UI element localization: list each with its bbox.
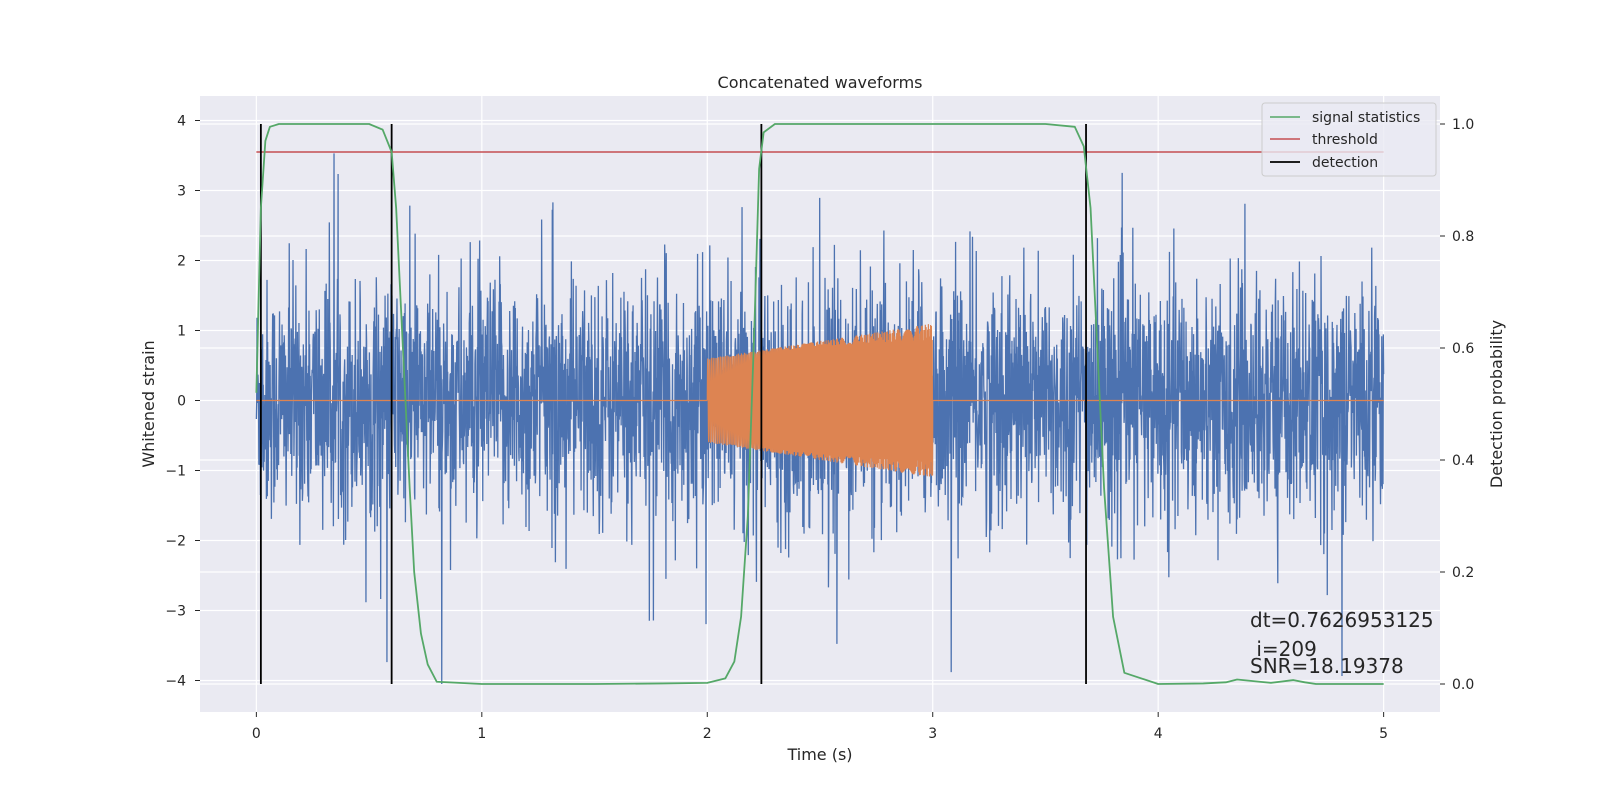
legend-label-detection: detection bbox=[1312, 155, 1378, 171]
y-right-tick-label: 1.0 bbox=[1452, 117, 1474, 133]
legend-label-threshold: threshold bbox=[1312, 132, 1378, 148]
y-axis-right-label: Detection probability bbox=[1487, 320, 1506, 488]
y-right-tick-label: 0.2 bbox=[1452, 565, 1474, 581]
x-axis-label: Time (s) bbox=[786, 745, 852, 764]
legend: signal statistics threshold detection bbox=[1261, 102, 1437, 177]
y-right-tick-label: 0.4 bbox=[1452, 453, 1474, 469]
x-tick-label: 0 bbox=[252, 726, 261, 742]
x-tick-label: 5 bbox=[1379, 726, 1388, 742]
x-axis-ticks: 0 1 2 3 4 5 bbox=[252, 712, 1388, 742]
y-left-tick-label: −2 bbox=[165, 534, 186, 550]
legend-box bbox=[1261, 102, 1437, 177]
annotation-i: i=209 bbox=[1250, 637, 1317, 661]
x-tick-label: 3 bbox=[928, 726, 937, 742]
signal-statistics-line bbox=[255, 123, 1384, 685]
x-tick-label: 4 bbox=[1154, 726, 1163, 742]
data-layer bbox=[255, 123, 1385, 685]
y-right-tick-label: 0.0 bbox=[1452, 677, 1474, 693]
y-left-tick-label: 2 bbox=[177, 254, 186, 270]
y-left-tick-label: 0 bbox=[177, 394, 186, 410]
injection-line bbox=[256, 324, 1384, 477]
chart-title: Concatenated waveforms bbox=[718, 73, 923, 92]
legend-label-signal-statistics: signal statistics bbox=[1312, 110, 1420, 126]
annotation-dt: dt=0.7626953125 bbox=[1250, 608, 1434, 632]
x-tick-label: 1 bbox=[477, 726, 486, 742]
y-left-tick-label: −3 bbox=[165, 604, 186, 620]
y-left-tick-label: 1 bbox=[177, 324, 186, 340]
annotation-snr: SNR=18.19378 bbox=[1250, 654, 1404, 678]
y-left-tick-label: 3 bbox=[177, 184, 186, 200]
y-axis-left-ticks: −4 −3 −2 −1 0 1 2 3 4 bbox=[165, 114, 200, 690]
x-tick-label: 2 bbox=[703, 726, 712, 742]
annotation: dt=0.7626953125 i=209 SNR=18.19378 bbox=[1250, 608, 1434, 678]
y-axis-left-label: Whitened strain bbox=[139, 340, 158, 467]
y-left-tick-label: −1 bbox=[165, 464, 186, 480]
y-right-tick-label: 0.8 bbox=[1452, 229, 1474, 245]
y-right-tick-label: 0.6 bbox=[1452, 341, 1474, 357]
y-left-tick-label: −4 bbox=[165, 674, 186, 690]
y-left-tick-label: 4 bbox=[177, 114, 186, 130]
y-axis-right-ticks: 0.0 0.2 0.4 0.6 0.8 1.0 bbox=[1440, 117, 1474, 693]
